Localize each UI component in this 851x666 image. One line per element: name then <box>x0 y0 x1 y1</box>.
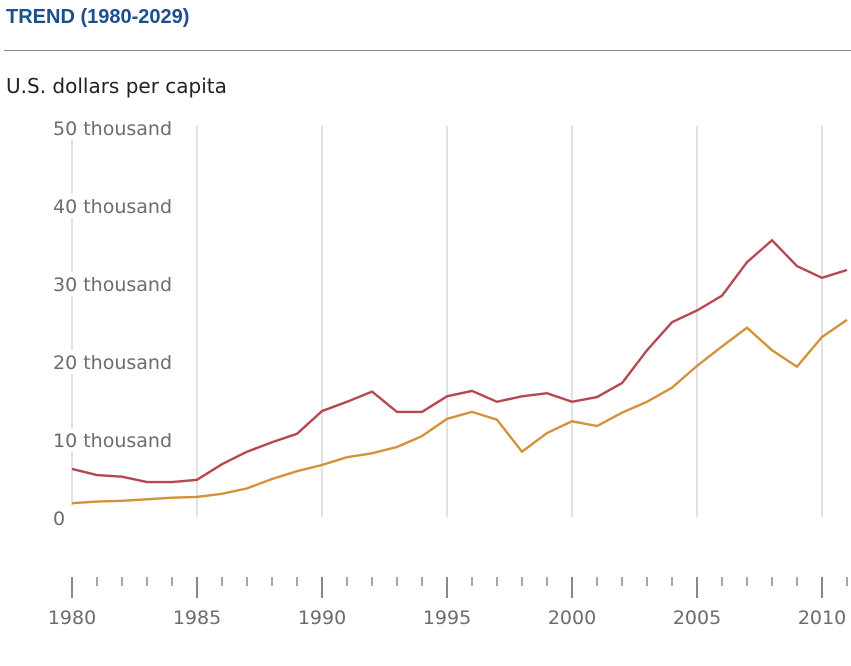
y-tick-label: 10 thousand <box>53 430 172 452</box>
y-tick-label: 0 <box>53 508 65 530</box>
x-tick-label: 2000 <box>548 607 596 629</box>
x-tick-label: 1985 <box>173 607 221 629</box>
y-tick-label-bg <box>60 116 194 140</box>
y-tick-label-bg <box>60 506 82 530</box>
y-tick-label-bg <box>60 350 194 374</box>
x-tick-label: 1995 <box>423 607 471 629</box>
x-tick-label: 2010 <box>798 607 846 629</box>
red-series-line <box>71 238 848 484</box>
y-tick-label-bg <box>60 194 194 218</box>
y-axis-unit-label: U.S. dollars per capita <box>6 74 227 98</box>
y-tick-label-bg <box>60 272 194 296</box>
y-tick-label: 50 thousand <box>53 118 172 140</box>
y-axis-ticks: 0 10 thousand 20 thousand 30 thousand 40 tho… <box>53 116 194 530</box>
y-tick-label-bg <box>60 428 194 452</box>
x-tick-label: 1990 <box>298 607 346 629</box>
gridlines <box>71 126 823 517</box>
chart-title: TREND (1980-2029) <box>6 6 190 28</box>
series-lines <box>71 238 848 505</box>
y-tick-label: 30 thousand <box>53 274 172 296</box>
orange-series-line <box>71 318 848 505</box>
y-tick-label: 40 thousand <box>53 196 172 218</box>
y-tick-label: 20 thousand <box>53 352 172 374</box>
title-divider <box>4 50 851 51</box>
x-tick-label: 1980 <box>48 607 96 629</box>
x-axis: 1980 1985 1990 1995 2000 2005 2010 <box>48 577 848 629</box>
x-tick-label: 2005 <box>673 607 721 629</box>
